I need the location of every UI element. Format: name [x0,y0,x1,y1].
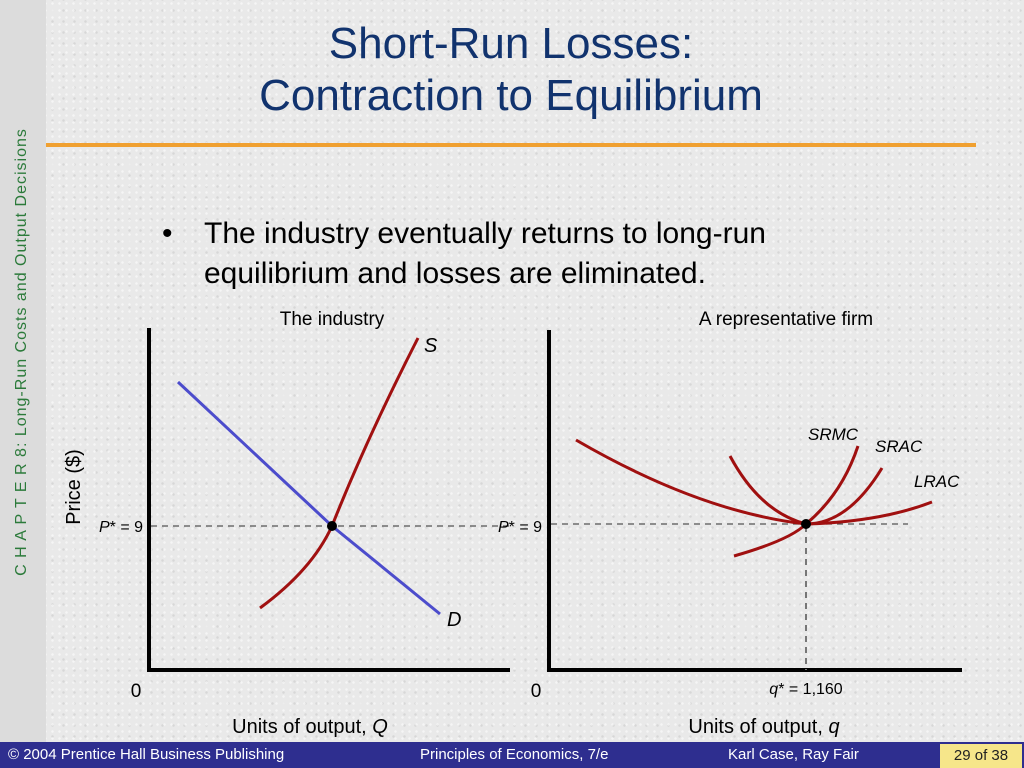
industry-panel: The industry Price ($) 0 P* = 9 S D Unit… [63,309,510,738]
industry-equilibrium-point [327,521,337,531]
srmc-label: SRMC [808,425,859,444]
firm-price-value: * = 9 [509,519,542,536]
industry-origin: 0 [131,681,142,702]
bullet-text: The industry eventually returns to long-… [204,217,766,290]
srmc-curve [733,445,860,558]
firm-equilibrium-point [801,519,811,529]
firm-quantity-label: q* = 1,160 [769,681,843,698]
firm-price-label: P* = 9 [498,519,542,536]
industry-price-var: P [99,519,110,536]
industry-y-axis-label: Price ($) [63,449,85,525]
footer-book: Principles of Economics, 7/e [420,746,609,763]
firm-quantity-var: q [769,681,778,698]
title-divider [46,143,976,147]
firm-price-var: P [498,519,509,536]
srac-label: SRAC [875,437,923,456]
footer-authors: Karl Case, Ray Fair [728,746,859,763]
page-number: 29 of 38 [940,744,1022,768]
supply-label: S [424,335,438,357]
demand-label: D [447,609,461,631]
firm-x-axis-label: Units of output, q [688,716,839,738]
demand-curve [176,380,441,616]
firm-panel: A representative firm 0 P* = 9 SRMC SRAC… [498,309,962,738]
bullet-marker: • [162,217,173,250]
firm-origin: 0 [531,681,542,702]
slide-title: Short-Run Losses: Contraction to Equilib… [46,18,976,122]
economics-diagram: The industry Price ($) 0 P* = 9 S D Unit… [63,309,962,738]
industry-x-axis-text: Units of output, [232,716,367,738]
industry-price-value: * = 9 [110,519,143,536]
industry-heading: The industry [280,309,385,330]
industry-x-axis-var: Q [372,716,388,738]
firm-quantity-value: * = 1,160 [778,681,843,698]
supply-curve [259,337,420,610]
firm-heading: A representative firm [699,309,873,330]
title-line-2: Contraction to Equilibrium [259,71,763,120]
lrac-label: LRAC [914,472,960,491]
chapter-sidebar: C H A P T E R 8: Long-Run Costs and Outp… [0,0,46,768]
firm-x-axis-text: Units of output, [688,716,823,738]
industry-price-label: P* = 9 [99,519,143,536]
title-line-1: Short-Run Losses: [328,19,694,68]
footer-publisher: © 2004 Prentice Hall Business Publishing [8,746,285,763]
firm-x-axis-var: q [828,716,839,738]
lrac-curve [575,438,933,526]
industry-x-axis-label: Units of output, Q [232,716,388,738]
slide-footer: © 2004 Prentice Hall Business Publishing… [0,742,1024,768]
